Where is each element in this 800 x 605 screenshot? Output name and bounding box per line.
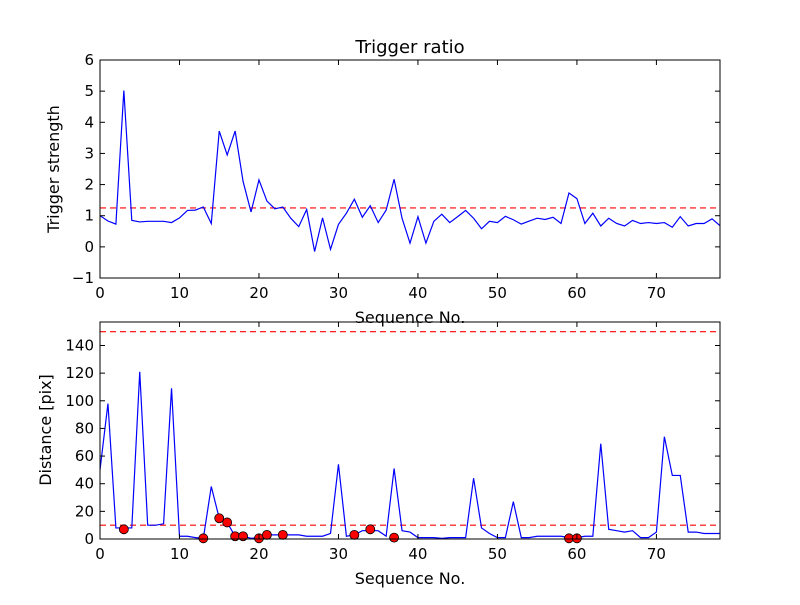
x-axis-label: Sequence No. [355,569,466,588]
data-point-marker [222,517,233,528]
x-tick-label: 70 [647,284,666,302]
y-tick-label: 2 [84,176,94,194]
x-tick-label: 10 [170,284,189,302]
data-point-marker [214,513,225,524]
x-tick-label: 40 [408,284,427,302]
data-point-marker [349,529,360,540]
chart-title: Trigger ratio [354,37,464,58]
x-tick-label: 20 [249,284,268,302]
trigger-ratio-plot: Trigger ratio Sequence No. Trigger stren… [44,37,721,327]
series-line [100,371,720,539]
data-point-marker [389,532,400,543]
x-tick-label: 0 [95,545,105,563]
x-axis-label: Sequence No. [355,308,466,327]
y-tick-label: 6 [84,51,94,69]
plot-frame [99,59,721,279]
y-tick-label: 60 [75,447,94,465]
data-point-marker [365,524,376,535]
y-tick-label: 3 [84,144,94,162]
y-tick-label: 40 [75,475,94,493]
y-tick-label: 5 [84,82,94,100]
y-tick-label: 0 [84,530,94,548]
y-tick-label: 140 [65,336,94,354]
data-point-marker [238,531,248,542]
x-tick-label: 20 [249,545,268,563]
y-tick-label: 0 [84,238,94,256]
x-tick-label: 0 [95,284,105,302]
x-tick-label: 50 [488,545,507,563]
y-tick-label: −1 [72,269,94,287]
y-tick-label: 20 [75,502,94,520]
x-tick-label: 30 [329,545,348,563]
y-axis-label: Distance [pix] [36,374,55,486]
y-tick-label: 80 [75,419,94,437]
data-point-marker [277,529,288,540]
x-tick-label: 40 [408,545,427,563]
x-tick-label: 60 [567,284,586,302]
x-tick-label: 50 [488,284,507,302]
distance-plot: Sequence No. Distance [pix] 0 10 20 30 40 50 6… [36,321,721,588]
x-tick-label: 10 [170,545,189,563]
y-axis-label: Trigger strength [44,105,63,234]
data-point-marker [118,524,129,535]
y-tick-label: 1 [84,207,94,225]
series-line [100,90,720,252]
x-tick-label: 30 [329,284,348,302]
x-tick-label: 60 [567,545,586,563]
x-tick-label: 70 [647,545,666,563]
y-tick-label: 120 [65,364,94,382]
data-point-marker [262,529,272,540]
y-tick-label: 4 [84,113,94,131]
plot-frame [99,321,721,540]
data-point-marker [198,533,209,544]
y-tick-label: 100 [65,392,94,410]
